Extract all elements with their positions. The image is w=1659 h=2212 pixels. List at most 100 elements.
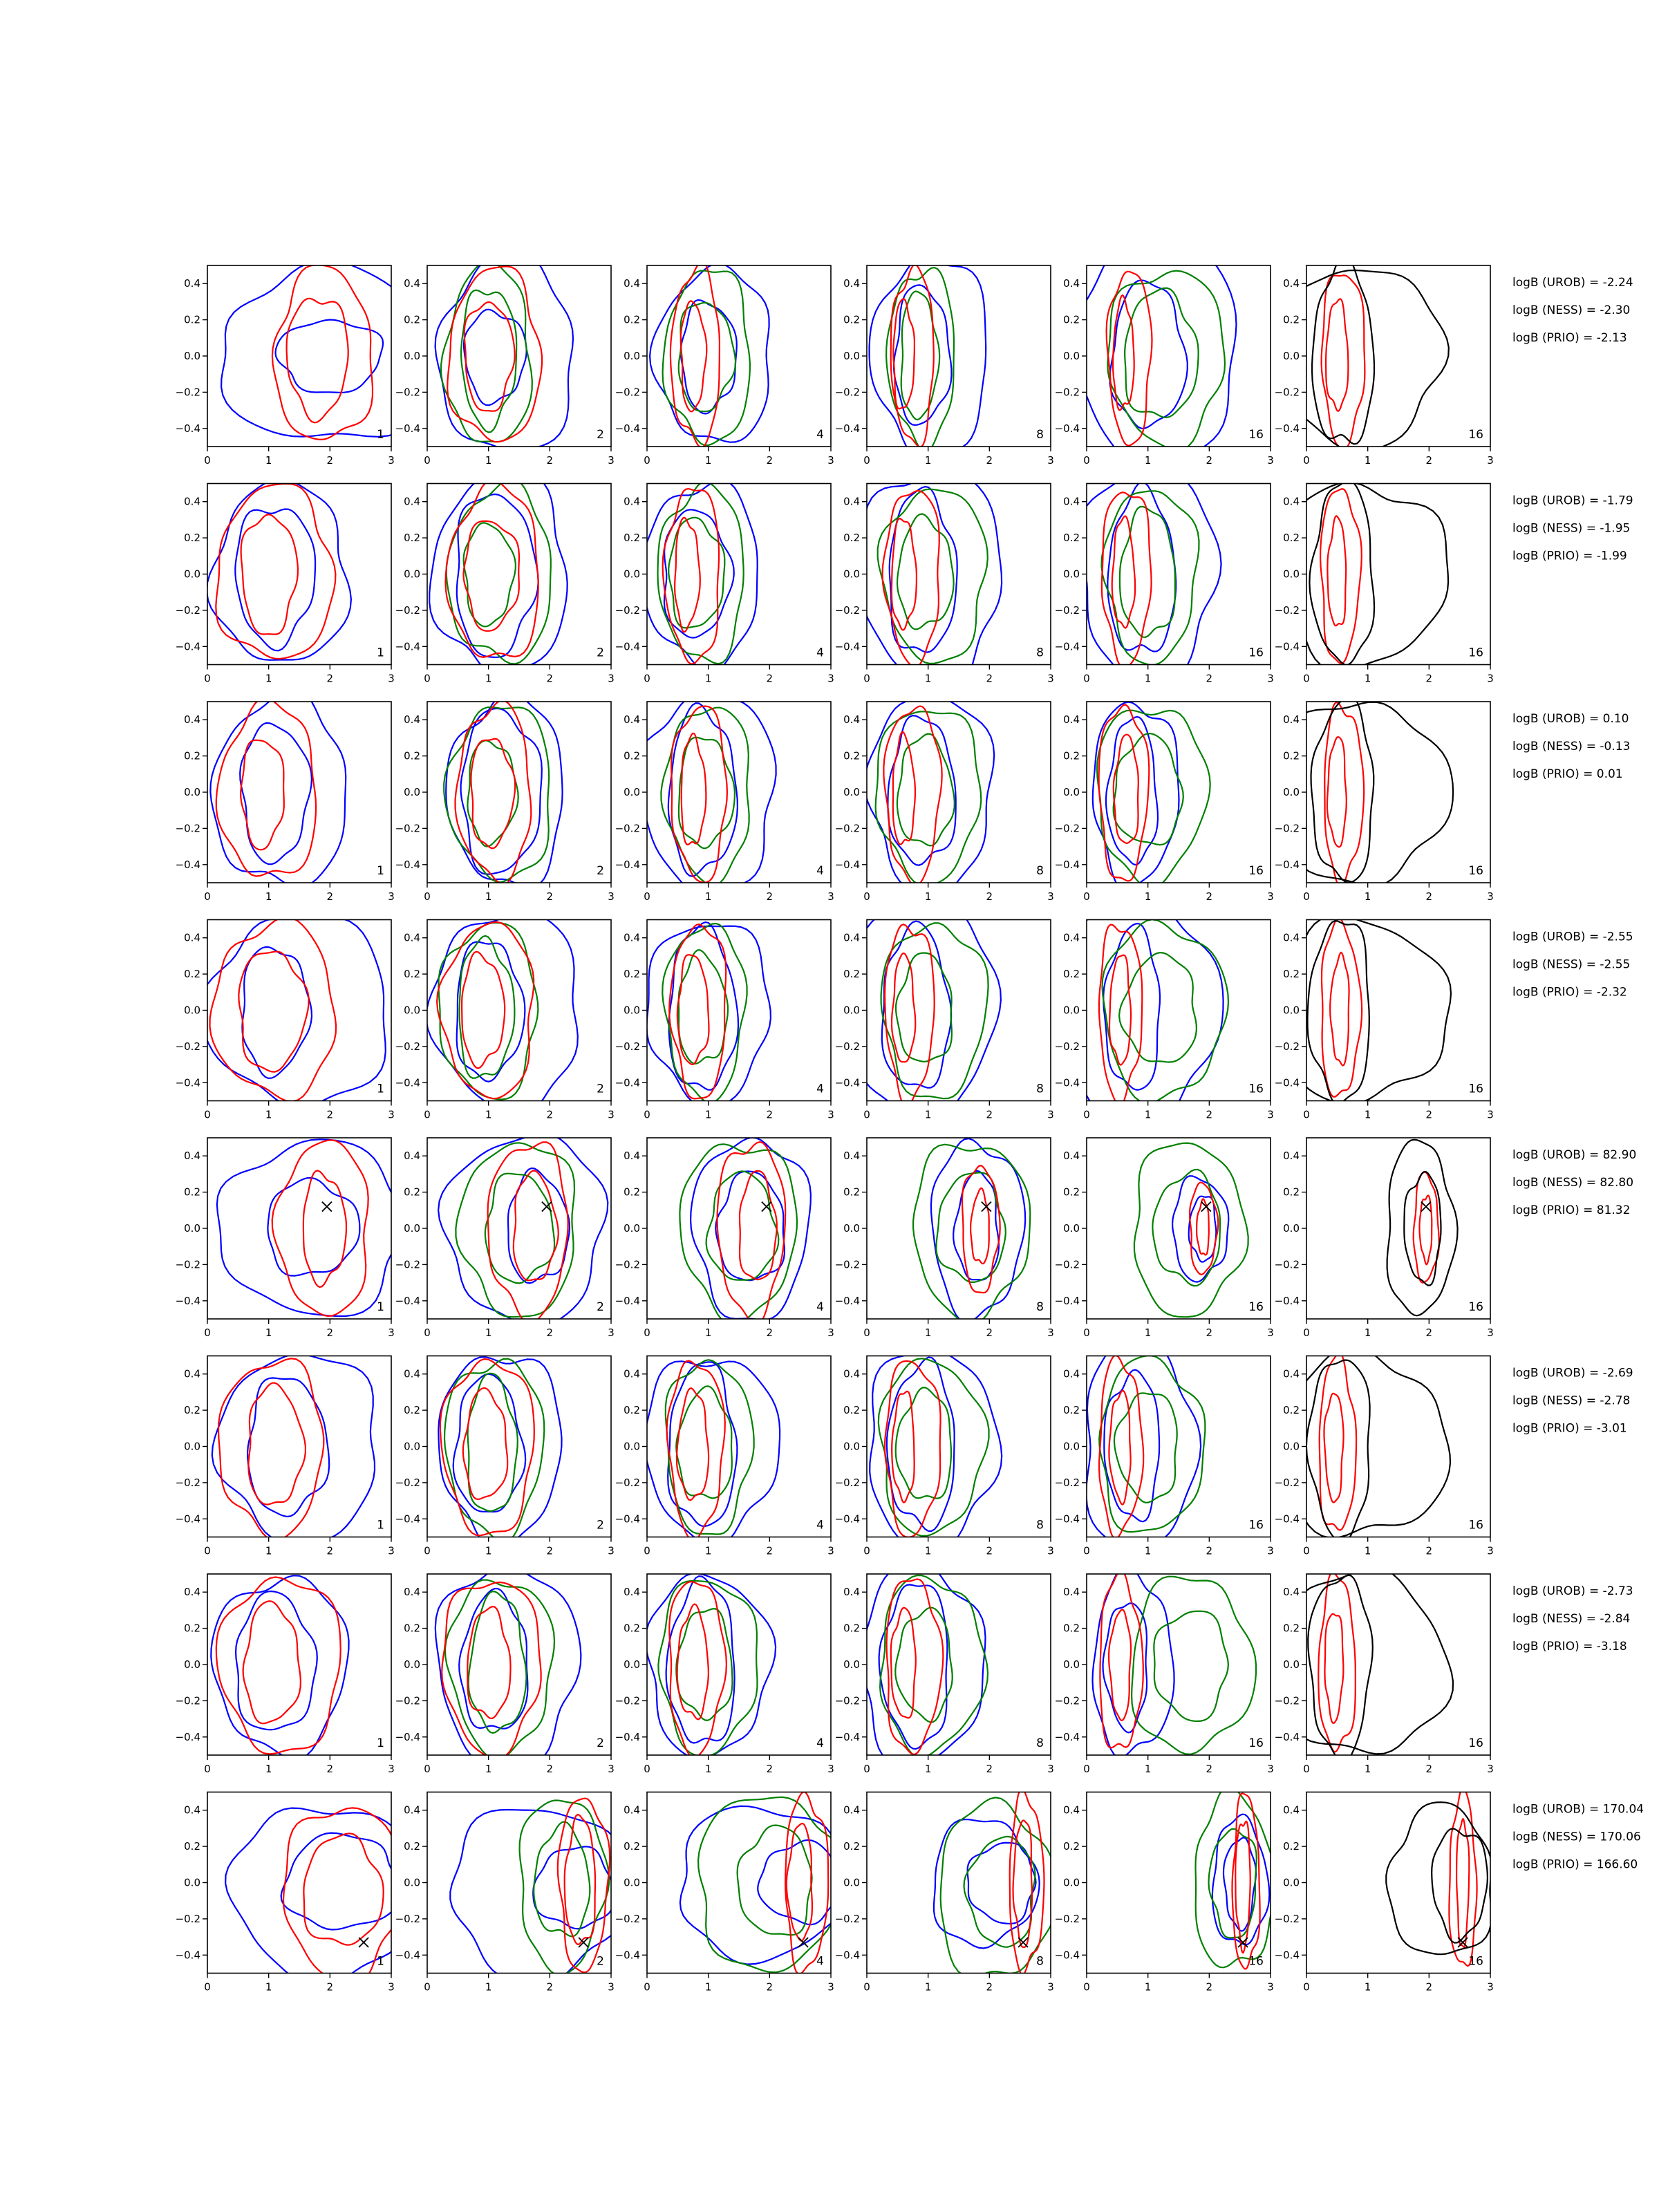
panel-axes: 0.40.20.0−0.2−0.40 1 2 316 [1275, 919, 1494, 1121]
x-tick-label: 2 [1206, 1981, 1213, 1994]
y-tick-label: 0.2 [1283, 314, 1300, 326]
axes-frame [866, 1791, 1051, 1974]
black-contour [1306, 702, 1454, 883]
y-tick-label: −0.2 [395, 1913, 420, 1925]
contour-group [1087, 265, 1237, 447]
blue-contour [953, 1170, 1000, 1281]
panel-axes: 0.4 0.2 0.0 −0.2 −0.4 0 1 2 3 8 [835, 482, 1054, 685]
y-tick-label: −0.4 [1275, 1076, 1300, 1089]
green-contour [484, 1172, 556, 1284]
log-bayes-factor-text: logB (UROB) = -2.55 [1512, 930, 1633, 944]
y-tick-label: −0.2 [835, 1694, 860, 1707]
y-tick-label: 0.0 [1063, 1877, 1080, 1889]
log-bayes-factor-text: logB (NESS) = 170.06 [1512, 1830, 1641, 1844]
y-tick-label: −0.4 [395, 859, 420, 871]
y-tick-label: 0.2 [1063, 1840, 1080, 1853]
y-tick-label: 0.0 [404, 1658, 420, 1671]
contour-group [429, 483, 568, 665]
panel-number-label: 16 [1248, 1082, 1264, 1096]
blue-contour [647, 925, 772, 1101]
x-tick-label: 0 [1303, 1545, 1310, 1557]
y-tick-label: 0.2 [1283, 532, 1300, 544]
y-tick-label: −0.2 [176, 1694, 200, 1707]
panel-number-label: 8 [1036, 646, 1044, 660]
y-tick-label: 0.0 [624, 786, 640, 798]
contour-group [1087, 1356, 1206, 1537]
panel-axes: 0.40.20.0−0.2−0.40 1 2 31 [176, 1791, 395, 1994]
panel-axes: 0.40.20.0−0.2−0.40 1 2 316 [1275, 701, 1494, 903]
red-contour [1327, 515, 1347, 627]
blue-contour [1188, 1195, 1217, 1263]
x-tick-label: 3 [608, 1763, 615, 1775]
red-contour [1318, 1574, 1356, 1753]
red-contour [1231, 1792, 1261, 1970]
y-tick-label: −0.4 [835, 859, 860, 871]
panel-number-label: 8 [1036, 1736, 1044, 1750]
green-contour [675, 1608, 733, 1721]
y-tick-label: −0.4 [615, 640, 640, 653]
axes-frame [427, 265, 612, 447]
red-contour [215, 483, 337, 660]
green-contour [894, 952, 953, 1062]
x-tick-label: 2 [1206, 1327, 1213, 1339]
y-tick-label: 0.0 [624, 568, 640, 581]
x-tick-label: 0 [204, 1981, 211, 1994]
x-tick-label: 1 [705, 1327, 712, 1339]
x-tick-label: 3 [827, 1109, 834, 1121]
contour-group [434, 265, 574, 447]
panel-axes: 0.40.20.0−0.2−0.40 1 2 316 [1055, 701, 1274, 903]
red-contour [463, 301, 516, 412]
blue-contour [437, 1138, 609, 1319]
x-tick-label: 1 [485, 1981, 492, 1994]
black-contour [1306, 920, 1370, 1101]
x-tick-label: 1 [1365, 1109, 1371, 1121]
contour-group [647, 1359, 781, 1537]
green-contour [1130, 1575, 1257, 1755]
panel-number-label: 4 [816, 1082, 824, 1096]
red-contour [1323, 1392, 1344, 1503]
green-contour [880, 922, 989, 1100]
x-tick-label: 1 [1145, 454, 1152, 467]
x-tick-label: 1 [1145, 1981, 1152, 1994]
y-tick-label: −0.4 [615, 1076, 640, 1089]
green-contour [1133, 1142, 1249, 1318]
contour-group [1091, 702, 1211, 883]
blue-contour [885, 1356, 955, 1533]
red-contour [240, 739, 285, 851]
y-tick-label: 0.4 [184, 932, 200, 944]
green-contour [736, 1824, 813, 1936]
y-tick-label: 0.4 [843, 1586, 860, 1598]
red-contour [447, 265, 543, 443]
blue-contour [246, 1377, 330, 1518]
panel-axes: 0.40.20.0−0.2−0.40 1 2 316 [1275, 1355, 1494, 1557]
axes-frame [1306, 701, 1491, 883]
contour-group [225, 1807, 391, 1974]
black-contour [1306, 1356, 1452, 1537]
x-tick-label: 1 [705, 1763, 712, 1775]
y-tick-label: 0.0 [624, 1004, 640, 1017]
axes-frame [1086, 1137, 1271, 1320]
black-contour [1309, 483, 1376, 665]
red-contour [961, 1165, 1001, 1294]
red-contour [439, 1358, 535, 1537]
black-contour [1306, 919, 1452, 1101]
y-tick-label: −0.2 [1275, 1258, 1300, 1271]
y-tick-label: 0.4 [1283, 713, 1300, 726]
contour-group [207, 483, 353, 661]
y-tick-label: −0.4 [835, 1731, 860, 1743]
panel-number-label: 16 [1468, 646, 1483, 660]
y-tick-label: 0.2 [624, 1840, 640, 1853]
x-tick-label: 3 [1267, 1981, 1274, 1994]
x-tick-label: 2 [547, 1981, 554, 1994]
true-value-marker [761, 1201, 772, 1212]
x-tick-label: 0 [204, 1763, 211, 1775]
panel-axes: 0.40.20.0−0.2−0.40 1 2 316 [1275, 1791, 1494, 1994]
y-tick-label: 0.0 [184, 1441, 200, 1453]
y-tick-label: 0.2 [1063, 968, 1080, 980]
red-contour [470, 738, 516, 850]
panel-number-label: 2 [597, 646, 604, 660]
y-tick-label: −0.4 [176, 1295, 200, 1307]
y-tick-label: 0.4 [1283, 1368, 1300, 1380]
x-tick-label: 1 [265, 1545, 272, 1557]
y-tick-label: 0.2 [1063, 532, 1080, 544]
